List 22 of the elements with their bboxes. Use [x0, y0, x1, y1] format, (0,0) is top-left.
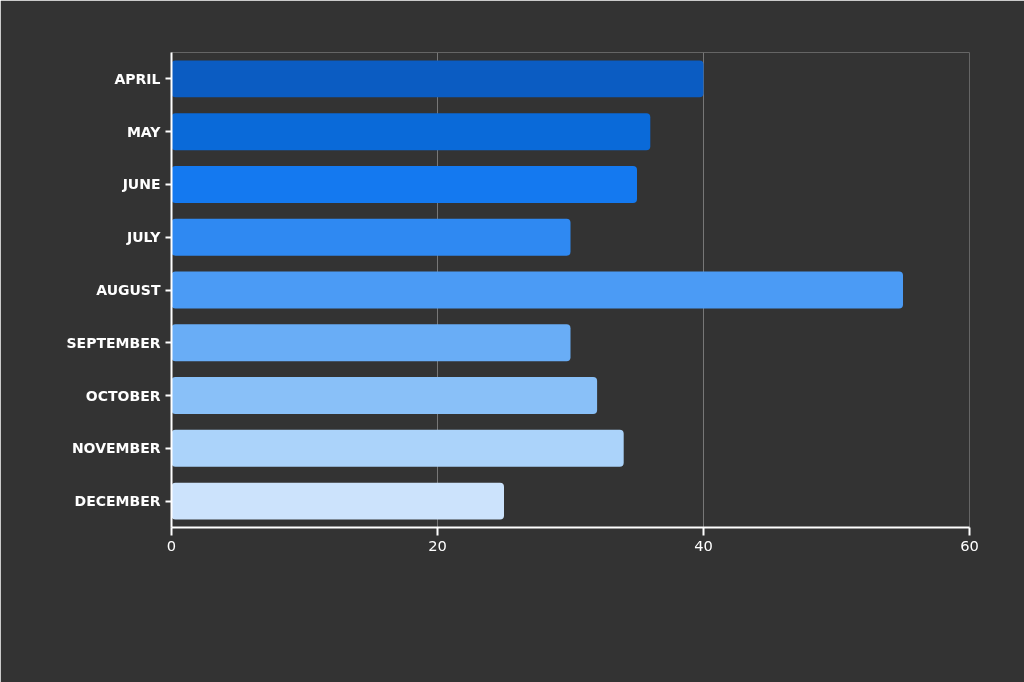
y-tick-label: SEPTEMBER — [66, 334, 161, 351]
y-tick-label: JULY — [126, 229, 162, 246]
x-tick-label: 40 — [694, 536, 713, 554]
bar — [171, 113, 651, 151]
bar — [171, 482, 504, 520]
bar — [171, 271, 903, 309]
x-tick-label: 0 — [166, 536, 177, 554]
y-tick-label: DECEMBER — [74, 493, 161, 510]
y-tick-label: JUNE — [121, 176, 161, 193]
bar — [171, 377, 598, 415]
bar — [171, 324, 571, 362]
bar — [171, 60, 704, 98]
y-tick-label: MAY — [126, 123, 162, 140]
x-tick-label: 60 — [960, 536, 979, 554]
y-tick-label: AUGUST — [96, 282, 161, 298]
bar — [171, 429, 624, 467]
bar — [171, 218, 571, 256]
y-tick-label: APRIL — [114, 70, 161, 87]
y-tick-label: OCTOBER — [85, 387, 161, 404]
bar — [171, 165, 637, 203]
y-tick-label: NOVEMBER — [71, 440, 161, 457]
x-tick-label: 20 — [428, 536, 447, 554]
